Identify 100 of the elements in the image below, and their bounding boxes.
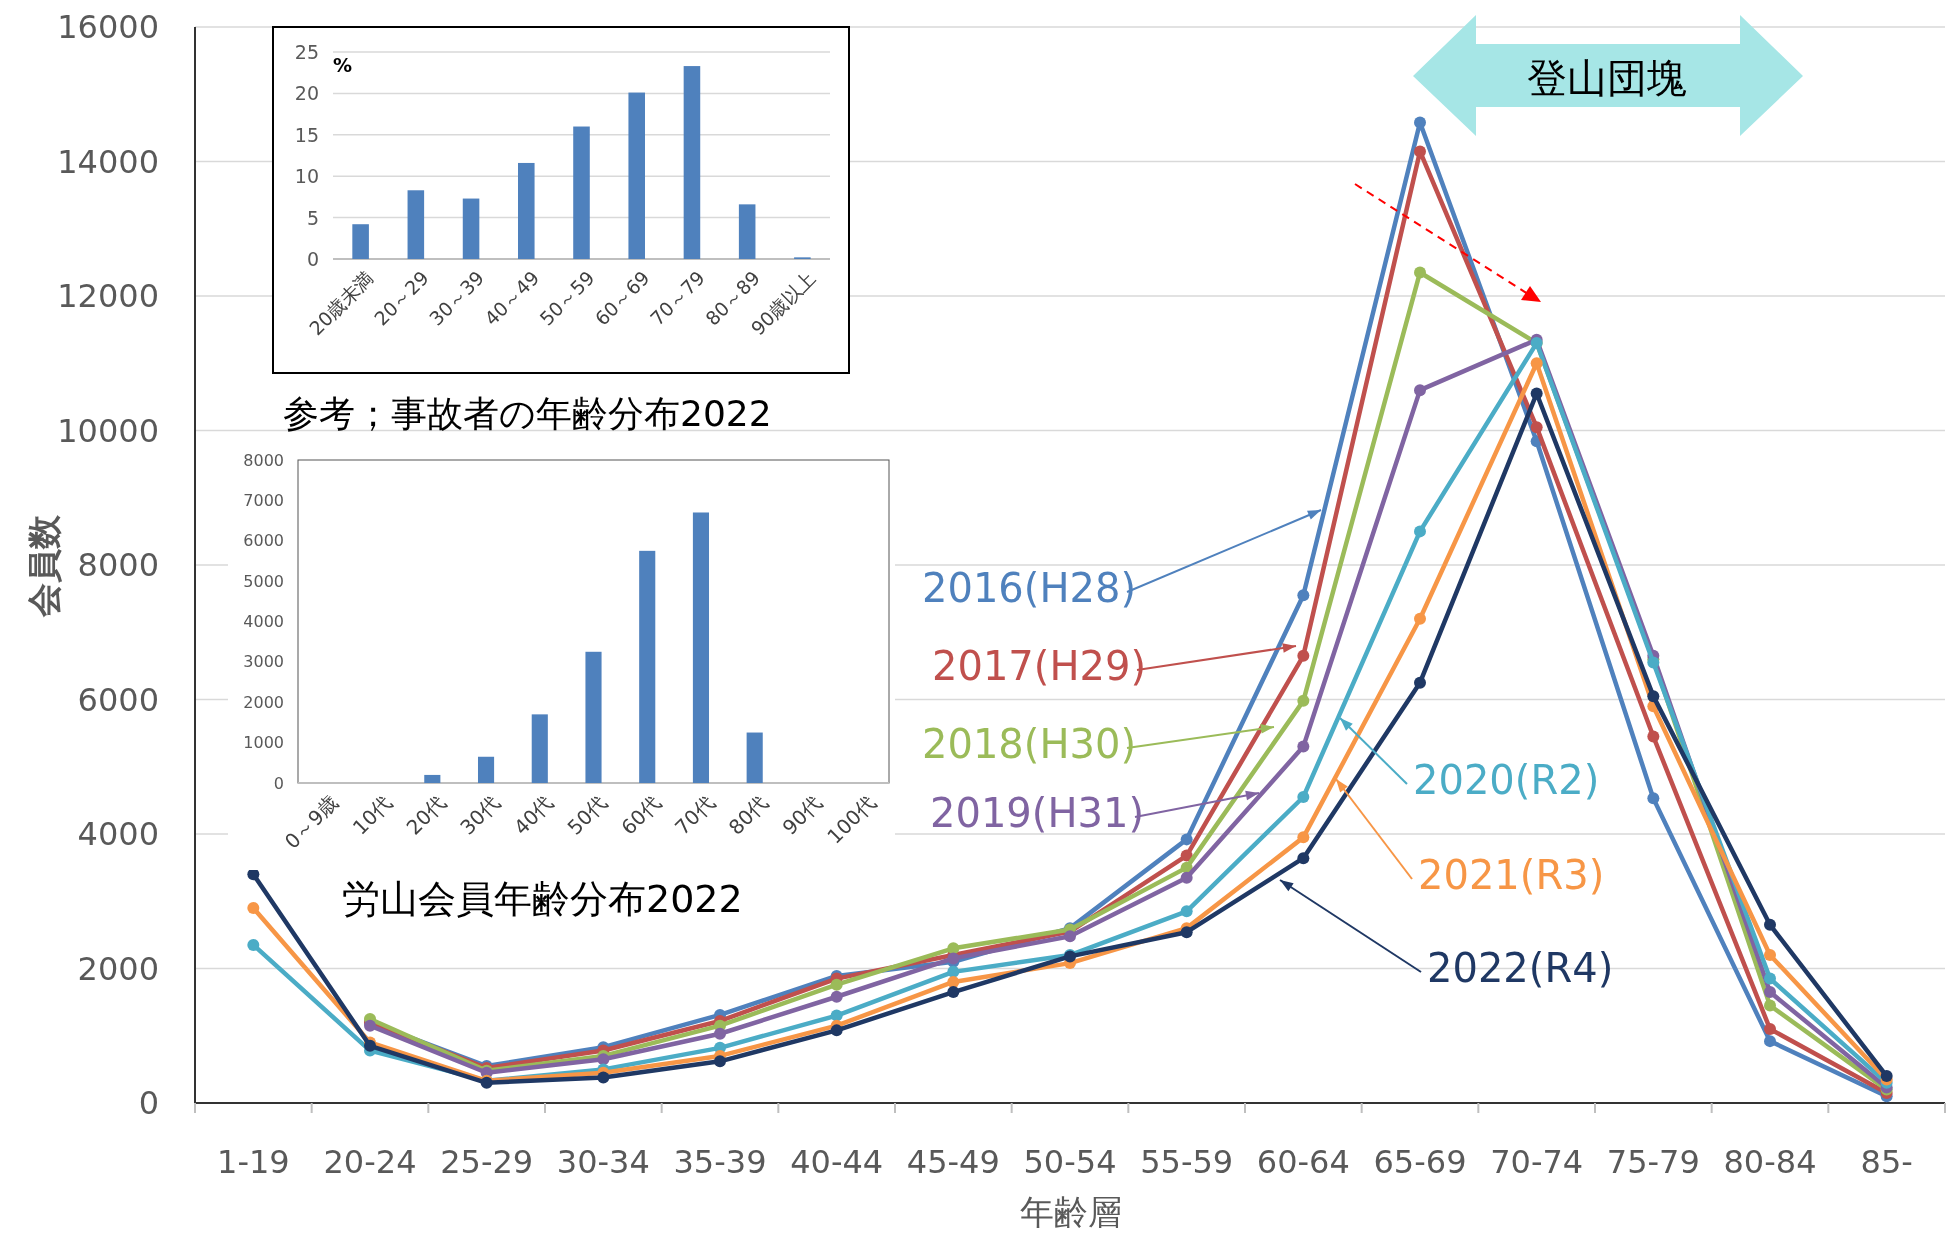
- x-tick-label: 20代: [401, 790, 451, 840]
- point: [1414, 266, 1426, 279]
- point: [1764, 1023, 1776, 1036]
- x-axis-title: 年齢層: [1020, 1192, 1122, 1232]
- y-tick-label: 5000: [243, 571, 284, 591]
- legend-label: 2018(H30): [922, 721, 1136, 767]
- y-tick-label: 1000: [243, 733, 284, 753]
- point: [830, 1024, 843, 1037]
- x-tick-label: 10代: [347, 790, 397, 840]
- annotation: 登山団塊: [1527, 55, 1687, 101]
- point: [1414, 525, 1426, 538]
- bar: [639, 550, 656, 783]
- point: [1647, 730, 1660, 743]
- y-tick-label: 15: [294, 123, 319, 146]
- legend-label: 2017(H29): [932, 643, 1146, 689]
- point: [1530, 387, 1543, 400]
- x-tick-label: 80-84: [1723, 1143, 1817, 1181]
- point: [1764, 918, 1776, 931]
- y-tick-label: 4000: [243, 612, 284, 631]
- point: [597, 1071, 610, 1084]
- x-tick-label: 70代: [670, 790, 720, 840]
- point: [1180, 905, 1193, 918]
- bar: [628, 92, 646, 259]
- point: [1764, 949, 1776, 962]
- point: [714, 1027, 726, 1040]
- point: [1297, 649, 1310, 662]
- bar: [352, 224, 369, 259]
- y-tick-label: 3000: [243, 652, 284, 672]
- bar: [477, 756, 495, 783]
- x-tick-label: 55-59: [1140, 1143, 1234, 1181]
- y-axis-title: 会員数: [24, 514, 64, 618]
- y-tick-label: 14000: [57, 142, 159, 181]
- x-tick-label: 45-49: [906, 1143, 1000, 1181]
- point: [1414, 612, 1426, 625]
- bar: [573, 126, 590, 259]
- point: [1764, 972, 1776, 985]
- y-tick-label: 0: [306, 248, 319, 270]
- y-tick-label: 5: [306, 206, 319, 229]
- point: [947, 986, 960, 999]
- point: [1297, 852, 1310, 865]
- y-tick-label: 6000: [243, 531, 284, 551]
- y-tick-label: 16000: [57, 8, 159, 46]
- bar: [424, 774, 441, 783]
- x-tick-label: 60代: [616, 790, 666, 840]
- point: [1297, 589, 1310, 602]
- point: [1297, 694, 1310, 707]
- y-tick-label: 0: [138, 1084, 159, 1122]
- point: [1764, 1035, 1776, 1048]
- x-tick-label: 80代: [723, 790, 773, 840]
- point: [830, 1009, 843, 1022]
- y-axis-title: %: [333, 54, 353, 76]
- y-tick-label: 4000: [77, 815, 159, 853]
- x-tick-label: 90代: [777, 790, 827, 840]
- point: [1764, 986, 1776, 999]
- y-tick-label: 8000: [77, 546, 159, 584]
- point: [1297, 831, 1310, 844]
- point: [1180, 926, 1193, 939]
- y-tick-label: 7000: [243, 490, 284, 510]
- x-tick-label: 1-19: [217, 1143, 290, 1181]
- bar: [585, 651, 602, 783]
- bar: [692, 512, 710, 783]
- point: [1530, 421, 1543, 434]
- point: [1297, 740, 1310, 753]
- x-tick-label: 65-69: [1373, 1143, 1467, 1181]
- bar: [738, 204, 756, 259]
- bar: [407, 190, 425, 259]
- point: [1180, 871, 1193, 884]
- y-tick-label: 10: [294, 165, 319, 188]
- point: [1647, 690, 1660, 703]
- y-tick-label: 6000: [77, 680, 159, 719]
- point: [714, 1055, 726, 1068]
- text: 2020(R2): [1413, 757, 1600, 803]
- x-tick-label: 25-29: [440, 1143, 534, 1181]
- point: [1064, 930, 1076, 943]
- legend-label: 2019(H31): [930, 790, 1144, 836]
- x-tick-label: 20-24: [323, 1143, 417, 1181]
- y-tick-label: 10000: [57, 411, 159, 450]
- y-tick-label: 25: [294, 41, 319, 63]
- text: 2016(H28): [922, 565, 1136, 611]
- point: [1647, 792, 1660, 805]
- point: [1530, 357, 1543, 370]
- x-tick-label: 30-34: [556, 1143, 650, 1181]
- x-tick-label: 30代: [455, 790, 505, 840]
- point: [947, 965, 960, 978]
- text: 労山会員年齢分布2022: [342, 877, 743, 921]
- text: 2022(R4): [1427, 945, 1614, 991]
- point: [247, 901, 260, 914]
- text: 参考；事故者の年齢分布2022: [283, 393, 772, 434]
- y-tick-label: 2000: [243, 692, 284, 712]
- bar: [531, 714, 548, 783]
- y-tick-label: 12000: [57, 277, 159, 315]
- text: 2021(R3): [1418, 852, 1605, 898]
- y-tick-label: 20: [294, 82, 319, 105]
- x-tick-label: 40代: [508, 790, 559, 840]
- point: [1180, 833, 1193, 846]
- point: [1414, 116, 1426, 129]
- x-tick-label: 75-79: [1606, 1143, 1700, 1181]
- x-tick-label: 35-39: [673, 1143, 767, 1181]
- x-tick-label: 0～9歳: [279, 790, 344, 854]
- y-tick-label: 2000: [77, 949, 159, 988]
